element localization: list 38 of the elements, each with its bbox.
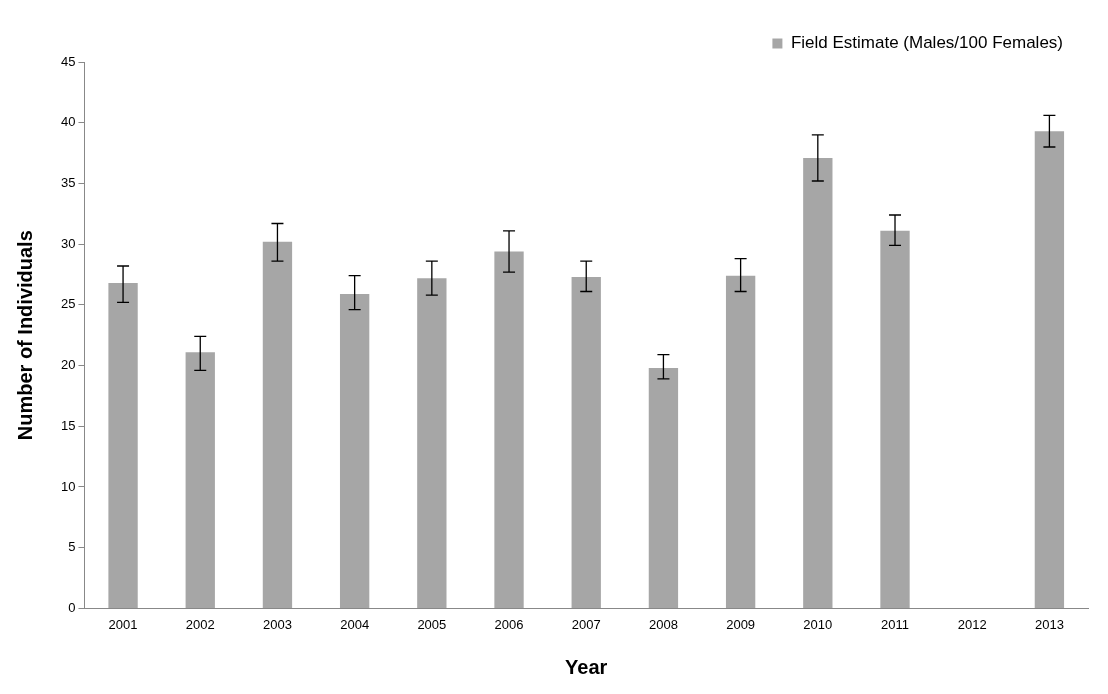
y-tick-label: 0 bbox=[68, 599, 76, 615]
x-tick-label: 2011 bbox=[881, 616, 909, 632]
x-tick-label: 2007 bbox=[571, 616, 601, 632]
x-tick-label: 2010 bbox=[803, 616, 833, 632]
bar bbox=[185, 352, 215, 608]
bar bbox=[262, 241, 293, 608]
bar bbox=[494, 251, 524, 608]
x-tick-label: 2001 bbox=[108, 616, 138, 632]
bar bbox=[417, 278, 447, 608]
bar bbox=[339, 293, 370, 608]
y-tick-label: 25 bbox=[60, 296, 76, 312]
x-tick-label: 2005 bbox=[417, 616, 447, 632]
y-tick-label: 45 bbox=[60, 53, 76, 69]
y-tick-label: 30 bbox=[60, 235, 76, 251]
bar bbox=[725, 275, 756, 608]
x-tick-label: 2013 bbox=[1034, 616, 1064, 632]
bar bbox=[880, 230, 910, 608]
bar bbox=[648, 367, 679, 608]
x-tick-label: 2004 bbox=[340, 616, 370, 632]
bar bbox=[571, 276, 601, 608]
y-axis-title: Number of Individuals bbox=[13, 230, 36, 441]
x-axis-title: Year bbox=[565, 655, 608, 678]
x-tick-label: 2003 bbox=[262, 616, 292, 632]
y-tick-label: 40 bbox=[60, 114, 76, 130]
x-tick-label: 2008 bbox=[648, 616, 678, 632]
bar bbox=[108, 282, 138, 608]
bar bbox=[803, 157, 833, 608]
x-tick-label: 2002 bbox=[185, 616, 215, 632]
y-tick-label: 35 bbox=[60, 175, 76, 190]
y-tick-label: 20 bbox=[60, 357, 76, 373]
x-tick-label: 2009 bbox=[726, 616, 756, 632]
bar bbox=[1034, 131, 1065, 608]
x-tick-label: 2012 bbox=[957, 616, 987, 632]
y-tick-label: 10 bbox=[60, 478, 76, 494]
y-tick-label: 15 bbox=[60, 417, 76, 433]
y-tick-label: 5 bbox=[68, 539, 76, 555]
x-tick-label: 2006 bbox=[494, 616, 524, 632]
legend-label: Field Estimate (Males/100 Females) bbox=[790, 33, 1063, 53]
